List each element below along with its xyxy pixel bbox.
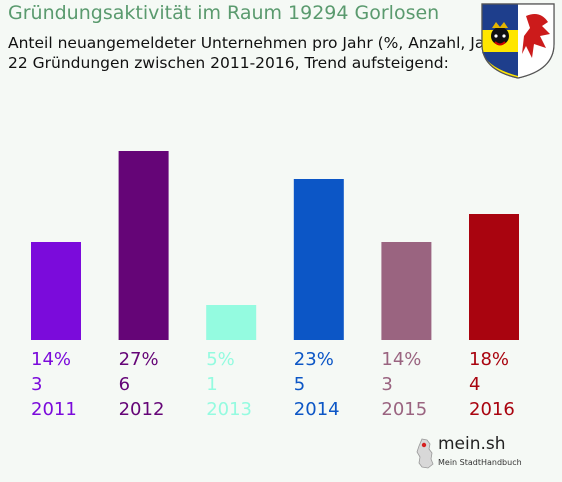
- chart-title: Gründungsaktivität im Raum 19294 Gorlose…: [8, 2, 440, 24]
- count-label-2011: 3: [31, 374, 42, 395]
- count-label-2015: 3: [381, 374, 392, 395]
- year-label-2013: 2013: [206, 399, 252, 420]
- chart-subtitle-line1: Anteil neuangemeldeter Unternehmen pro J…: [8, 34, 507, 52]
- coat-of-arms-icon: [481, 3, 555, 79]
- count-label-2016: 4: [469, 374, 480, 395]
- bar-2015: [381, 242, 432, 340]
- count-label-2014: 5: [294, 374, 305, 395]
- bar-2016: [469, 214, 519, 340]
- bar-2012: [118, 151, 169, 340]
- bar-2011: [31, 242, 81, 340]
- year-label-2014: 2014: [294, 399, 340, 420]
- logo-tagline: Mein StadtHandbuch: [438, 458, 522, 467]
- mein-sh-logo: mein.sh Mein StadtHandbuch: [416, 434, 536, 474]
- value-label-2015: 14%: [381, 349, 421, 370]
- chart-subtitle-line2: 22 Gründungen zwischen 2011-2016, Trend …: [8, 54, 449, 72]
- bar-2014: [293, 179, 344, 340]
- logo-text: mein.sh: [438, 434, 506, 454]
- value-label-2011: 14%: [31, 349, 71, 370]
- year-label-2011: 2011: [31, 399, 77, 420]
- value-label-2016: 18%: [469, 349, 509, 370]
- bar-2013: [206, 305, 257, 340]
- value-label-2014: 23%: [294, 349, 334, 370]
- year-label-2016: 2016: [469, 399, 515, 420]
- germany-map-icon: [416, 438, 434, 469]
- count-label-2013: 1: [206, 374, 217, 395]
- year-label-2012: 2012: [119, 399, 165, 420]
- count-label-2012: 6: [119, 374, 130, 395]
- value-label-2013: 5%: [206, 349, 235, 370]
- year-label-2015: 2015: [381, 399, 427, 420]
- value-label-2012: 27%: [119, 349, 159, 370]
